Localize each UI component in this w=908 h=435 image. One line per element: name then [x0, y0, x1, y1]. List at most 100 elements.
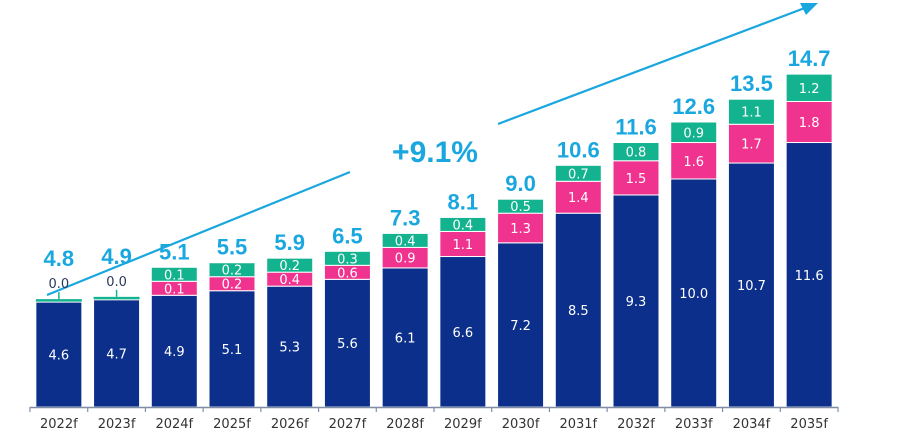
x-tick-label: 2032f	[617, 417, 655, 432]
segment-value-label: 0.3	[337, 252, 358, 267]
x-tick-label: 2022f	[40, 417, 78, 432]
segment-value-label: 0.6	[337, 266, 358, 281]
segment-bar	[554, 180, 602, 214]
segment-value-label: 0.5	[510, 200, 531, 215]
segment-bar	[612, 142, 660, 162]
segment-bar	[323, 278, 371, 408]
total-value-label: 13.5	[730, 71, 773, 96]
segment-bar	[497, 242, 545, 408]
segment-value-label: 0.0	[49, 277, 70, 292]
segment-value-label: 1.1	[453, 238, 474, 253]
segment-bar	[670, 178, 718, 408]
segment-value-label: 0.4	[279, 273, 300, 288]
segment-bar	[381, 267, 429, 408]
segment-bar	[670, 142, 718, 180]
bar-stack-2031f: 8.5 1.4 0.7 10.6	[554, 137, 602, 408]
segment-bar	[497, 212, 545, 244]
segment-value-label: 0.9	[683, 126, 704, 141]
x-tick-label: 2030f	[502, 417, 540, 432]
segment-value-label: 0.4	[395, 234, 416, 249]
total-value-label: 14.7	[788, 46, 831, 71]
segment-value-label: 1.2	[799, 82, 820, 97]
segment-bar	[670, 121, 718, 144]
segment-value-label: 4.7	[106, 347, 127, 362]
segment-value-label: 7.2	[510, 319, 531, 334]
bar-stack-2030f: 7.2 1.3 0.5 9.0	[497, 171, 545, 408]
segment-bar	[35, 301, 83, 408]
total-value-label: 9.0	[505, 171, 536, 196]
segment-value-label: 1.7	[741, 138, 762, 153]
segment-value-label: 1.3	[510, 222, 531, 237]
x-tick-label: 2024f	[155, 417, 193, 432]
segment-bar	[439, 216, 487, 232]
segment-value-label: 5.1	[222, 343, 243, 358]
x-tick-label: 2031f	[559, 417, 597, 432]
x-tick-label: 2028f	[386, 417, 424, 432]
bar-stack-2022f: 4.6 0.0 4.8	[35, 246, 83, 408]
segment-value-label: 0.1	[164, 282, 185, 297]
segment-value-label: 0.8	[626, 146, 647, 161]
segment-value-label: 0.1	[164, 268, 185, 283]
bar-stack-2026f: 5.3 0.40.2 5.9	[266, 230, 314, 408]
segment-bar	[554, 212, 602, 408]
x-axis: 2022f 2023f 2024f 2025f 2026f 2027f 2028f 2029f…	[29, 406, 839, 432]
total-value-label: 5.1	[159, 239, 190, 264]
segment-value-label: 1.4	[568, 191, 589, 206]
segment-bar	[150, 266, 198, 282]
segment-value-label: 0.2	[222, 264, 243, 279]
segment-bar	[208, 290, 256, 408]
bar-stack-2025f: 5.1 0.20.2 5.5	[208, 235, 256, 408]
trend-line-upper	[497, 4, 811, 126]
segment-value-label: 0.0	[106, 275, 127, 290]
segment-bar	[439, 230, 487, 258]
total-value-label: 4.8	[44, 246, 75, 271]
bar-stack-2032f: 9.3 1.5 0.8 11.6	[612, 115, 660, 408]
bar-stack-2024f: 4.9 0.10.1 5.1	[150, 239, 198, 408]
bar-stack-2035f: 11.6 1.8 1.2 14.7	[785, 46, 833, 408]
segment-bar	[554, 164, 602, 182]
bar-stack-2033f: 10.0 1.6 0.9 12.6	[670, 94, 718, 408]
segment-bar	[381, 232, 429, 248]
segment-bar	[727, 162, 775, 408]
segment-value-label: 5.3	[279, 341, 300, 356]
segment-value-label: 10.7	[737, 279, 766, 294]
x-tick-label: 2026f	[271, 417, 309, 432]
bar-stack-2034f: 10.7 1.7 1.1 13.5	[727, 71, 775, 408]
segment-value-label: 0.7	[568, 167, 589, 182]
segment-bar	[323, 250, 371, 266]
x-tick-label: 2027f	[329, 417, 367, 432]
segment-bar	[93, 299, 141, 408]
segment-value-label: 11.6	[795, 269, 824, 284]
trend-line-lower	[46, 170, 351, 297]
total-value-label: 12.6	[672, 94, 715, 119]
segment-value-label: 0.9	[395, 252, 416, 267]
segment-value-label: 10.0	[679, 287, 708, 302]
segment-bar-zero	[35, 299, 82, 302]
segment-bar	[266, 257, 314, 273]
segment-value-label: 8.5	[568, 304, 589, 319]
total-value-label: 4.9	[101, 244, 132, 269]
arrowhead-icon	[800, 3, 818, 15]
total-value-label: 5.5	[217, 235, 248, 260]
total-value-label: 5.9	[274, 230, 305, 255]
trend-arrow	[46, 3, 818, 297]
bar-stack-2023f: 4.7 0.0 4.9	[93, 244, 141, 408]
total-value-label: 7.3	[390, 205, 421, 230]
x-tick-label: 2035f	[790, 417, 828, 432]
bars-group: 4.60.04.84.70.04.94.90.10.15.15.10.20.25…	[35, 46, 833, 408]
segment-value-label: 1.1	[741, 106, 762, 121]
x-tick-label: 2025f	[213, 417, 251, 432]
total-value-label: 8.1	[448, 189, 479, 214]
segment-value-label: 9.3	[626, 295, 647, 310]
segment-value-label: 6.6	[453, 326, 474, 341]
segment-bar	[150, 294, 198, 408]
segment-value-label: 0.2	[222, 278, 243, 293]
segment-value-label: 1.6	[683, 155, 704, 170]
x-tick-label: 2023f	[98, 417, 136, 432]
x-tick-label: 2029f	[444, 417, 482, 432]
x-tick-label: 2033f	[675, 417, 713, 432]
segment-value-label: 1.8	[799, 116, 820, 131]
bar-stack-2027f: 5.6 0.60.3 6.5	[323, 223, 371, 408]
segment-value-label: 4.9	[164, 345, 185, 360]
